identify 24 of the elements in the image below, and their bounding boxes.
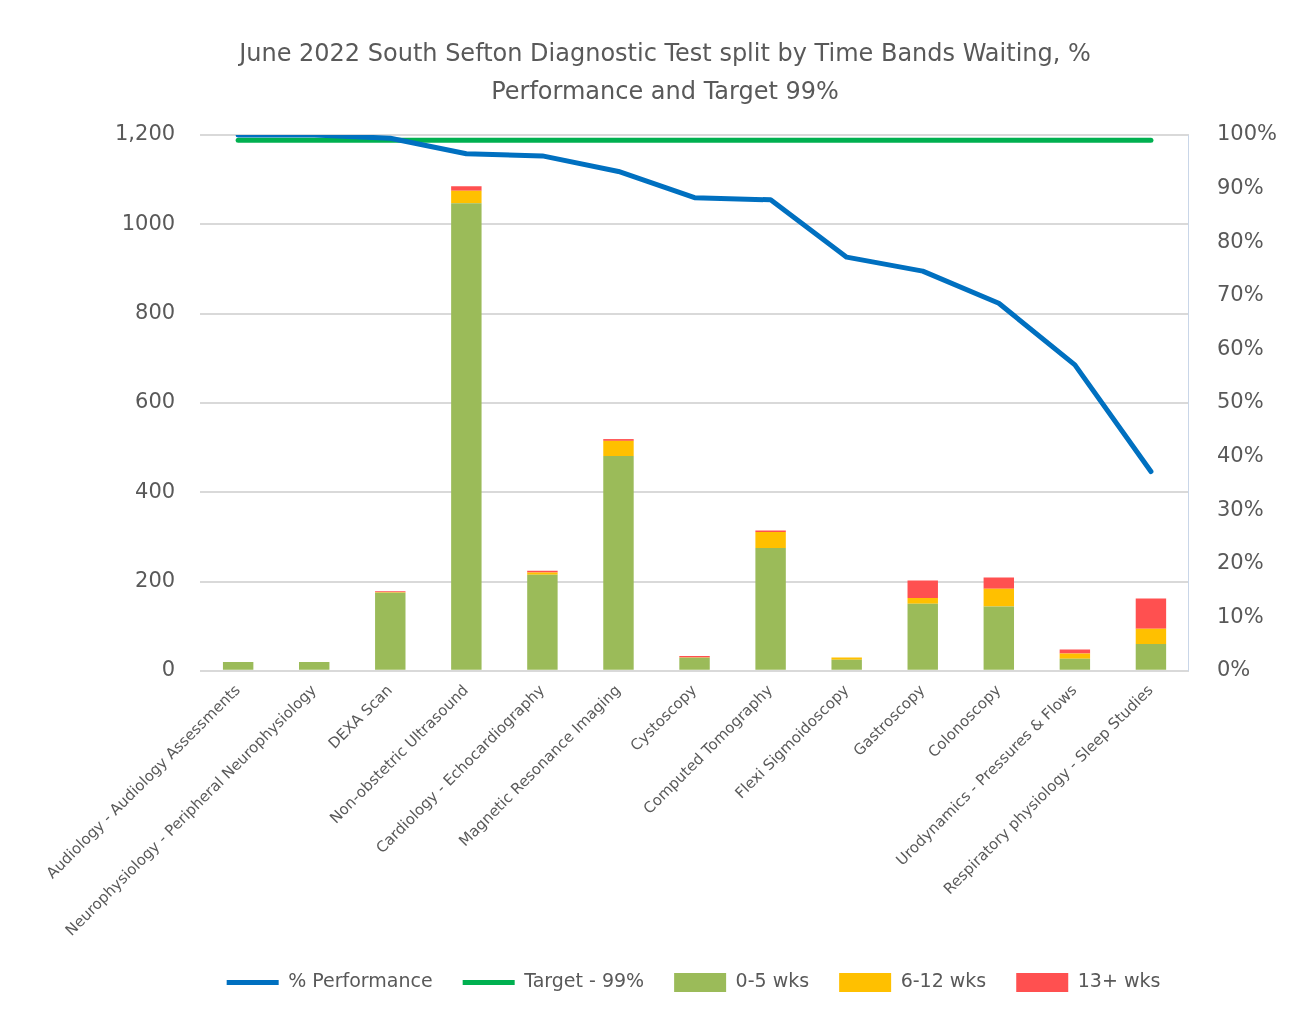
legend-label: % Performance (288, 969, 433, 992)
y2-tick-label: 10% (1216, 603, 1264, 628)
y2-tick-label: 30% (1216, 496, 1264, 521)
y-tick-label: 200 (135, 567, 176, 592)
y2-tick-label: 40% (1216, 442, 1264, 467)
legend-label: 0-5 wks (735, 969, 810, 992)
chart-title: June 2022 South Sefton Diagnostic Test split by Time Bands Waiting, % Performance and Target 99% (237, 38, 1092, 107)
y2-tick-label: 90% (1216, 175, 1264, 200)
y-tick-label: 1000 (121, 210, 176, 235)
y-tick-label: 1,200 (114, 121, 176, 146)
legend-label: 13+ wks (1077, 969, 1161, 992)
y2-tick-label: 80% (1216, 228, 1264, 253)
y2-tick-label: 0% (1216, 657, 1251, 682)
y-tick-label: 400 (135, 478, 176, 503)
y2-tick-label: 70% (1216, 282, 1264, 307)
y2-tick-label: 100% (1216, 121, 1278, 146)
legend-label: Target - 99% (523, 969, 645, 992)
y-tick-label: 600 (135, 389, 176, 414)
y-tick-label: 800 (135, 300, 176, 325)
legend-label: 6-12 wks (900, 969, 987, 992)
y2-tick-label: 60% (1216, 335, 1264, 360)
y2-tick-label: 20% (1216, 550, 1264, 575)
y-tick-label: 0 (161, 657, 176, 682)
y2-tick-label: 50% (1216, 389, 1264, 414)
